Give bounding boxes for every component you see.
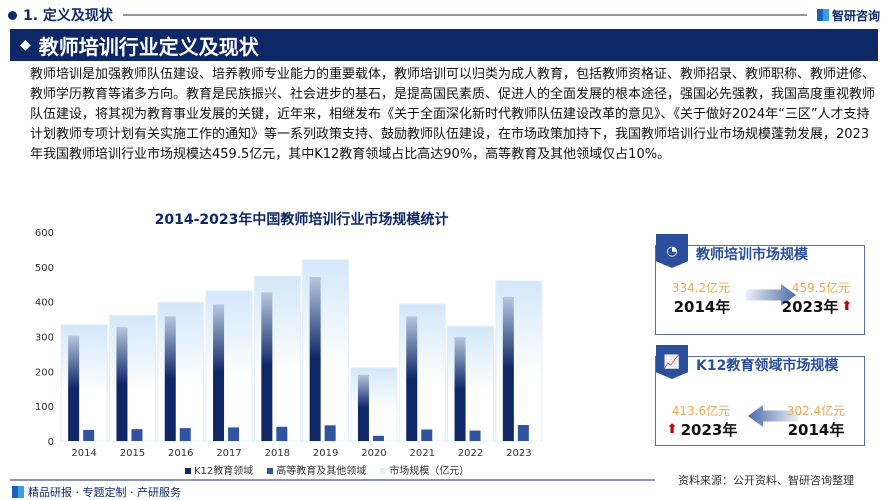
market-size-bar [60, 324, 108, 442]
y-tick-label: 500 [35, 263, 54, 274]
market-size-bar [205, 290, 253, 442]
chart-legend: K12教育领域 高等教育及其他领域 市场规模（亿元） [185, 462, 469, 477]
market-size-bar [495, 280, 543, 442]
card-year: 2014年 [673, 298, 731, 316]
higher-edu-bar [517, 425, 529, 441]
k12-bar [68, 335, 80, 441]
k12-bar [164, 316, 176, 441]
pie-chart-icon: ◔ [656, 234, 688, 268]
arrow-up-icon: ⬆ [841, 299, 853, 314]
higher-edu-bar [131, 429, 143, 441]
source-note: 资料来源：公开资料、智研咨询整理 [678, 474, 854, 487]
k12-bar [309, 276, 321, 441]
x-tick-label: 2017 [216, 448, 241, 459]
card-k12-size: 📈 K12教育领域市场规模 413.6亿元 ⬆ 2023年 302.4亿元 2014… [655, 345, 865, 446]
k12-bar [502, 296, 514, 441]
legend-item: 高等教育及其他领域 [267, 462, 366, 477]
logo-icon [12, 486, 24, 498]
card-value: 334.2亿元 [671, 281, 731, 295]
higher-edu-bar [276, 426, 288, 441]
diamond-icon: ◆ [20, 37, 31, 53]
higher-edu-bar [228, 427, 240, 441]
bar-chart-icon: 📈 [656, 345, 688, 379]
legend-item: K12教育领域 [185, 462, 253, 477]
x-tick-label: 2022 [458, 448, 483, 459]
legend-item: 市场规模（亿元） [380, 462, 469, 477]
footer-text: 精品研报 · 专题定制 · 产研服务 [28, 486, 181, 499]
card-market-size: ◔ 教师培训市场规模 334.2亿元 2014年 459.5亿元 2023年 ⬆ [655, 234, 865, 335]
intro-paragraph: 教师培训是加强教师队伍建设、培养教师专业能力的重要载体，教师培训可以归类为成人教… [30, 67, 876, 162]
y-tick-label: 0 [48, 437, 54, 448]
x-tick-label: 2021 [410, 448, 435, 459]
logo-icon [816, 9, 829, 21]
card-year-row: 2023年 ⬆ [771, 296, 863, 317]
higher-edu-bar [469, 430, 481, 441]
market-size-bar [157, 301, 205, 442]
higher-edu-bar [324, 425, 336, 441]
card-year: 2023年 [680, 421, 738, 439]
market-size-bar [350, 367, 398, 442]
higher-edu-bar [83, 429, 95, 441]
section-header: 1. 定义及现状 智研咨询 [8, 4, 880, 26]
x-tick-label: 2019 [313, 448, 338, 459]
y-tick-label: 400 [35, 298, 54, 309]
card-value: 302.4亿元 [786, 404, 846, 418]
chart-title: 2014-2023年中国教师培训行业市场规模统计 [154, 212, 449, 228]
market-size-bar [398, 303, 446, 442]
y-tick-label: 100 [35, 402, 54, 413]
x-tick-label: 2023 [506, 448, 531, 459]
brand-name: 智研咨询 [831, 8, 880, 23]
k12-bar [261, 292, 273, 441]
x-tick-label: 2015 [120, 448, 145, 459]
section-title: 1. 定义及现状 [23, 8, 113, 24]
market-size-bar [108, 314, 156, 442]
market-size-bar [302, 259, 350, 442]
market-size-bar [447, 325, 495, 442]
arrow-up-icon: ⬆ [666, 422, 678, 437]
x-tick-label: 2020 [361, 448, 386, 459]
divider [122, 14, 807, 16]
card-title: 教师培训市场规模 [696, 247, 808, 263]
y-tick-label: 600 [35, 228, 54, 239]
higher-edu-bar [421, 429, 433, 441]
k12-bar [357, 374, 369, 441]
x-tick-label: 2016 [168, 448, 193, 459]
x-tick-label: 2014 [71, 448, 96, 459]
higher-edu-bar [179, 428, 191, 441]
card-year: 2023年 [781, 298, 839, 316]
higher-edu-bar [372, 435, 384, 441]
y-tick-label: 300 [35, 333, 54, 344]
x-tick-label: 2018 [265, 448, 290, 459]
k12-bar [116, 327, 128, 441]
k12-bar [454, 337, 466, 441]
divider [10, 479, 655, 481]
card-value: 459.5亿元 [791, 281, 851, 295]
k12-bar [406, 316, 418, 441]
y-tick-label: 200 [35, 367, 54, 378]
arrow-right-icon [746, 284, 796, 306]
card-year: 2014年 [787, 421, 845, 439]
market-size-bar [253, 275, 301, 442]
footer: 精品研报 · 专题定制 · 产研服务 [12, 484, 181, 500]
card-year-row: 2014年 [770, 419, 862, 440]
title-banner: ◆ 教师培训行业定义及现状 [10, 29, 878, 61]
card-title: K12教育领域市场规模 [696, 358, 839, 374]
card-year-row: ⬆ 2023年 [656, 419, 748, 440]
card-value: 413.6亿元 [671, 404, 731, 418]
bullet-icon [8, 10, 17, 20]
k12-bar [213, 304, 225, 441]
brand: 智研咨询 [816, 7, 880, 24]
page-title: 教师培训行业定义及现状 [38, 34, 259, 59]
card-year-row: 2014年 [656, 296, 748, 317]
